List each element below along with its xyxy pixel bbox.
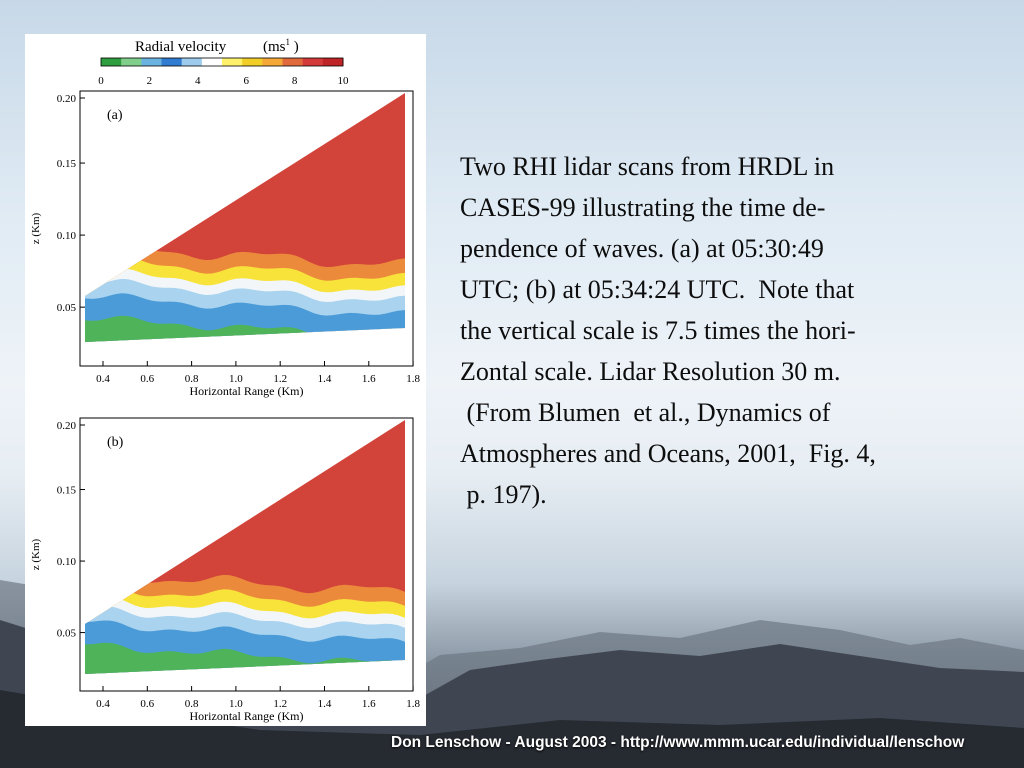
x-axis-label: Horizontal Range (Km) <box>190 384 304 398</box>
caption-text: Two RHI lidar scans from HRDL in CASES-9… <box>460 146 1016 515</box>
x-tick-label: 1.8 <box>406 698 420 710</box>
colorbar-title: Radial velocity <box>135 39 227 55</box>
colorbar-cell <box>322 58 344 66</box>
colorbar-cell <box>302 58 324 66</box>
caption-line: pendence of waves. (a) at 05:30:49 <box>460 234 824 263</box>
caption-line: Zontal scale. Lidar Resolution 30 m. <box>460 357 841 386</box>
x-tick-label: 1.4 <box>318 698 332 710</box>
panel-frame <box>79 417 414 692</box>
y-tick-label: 0.10 <box>57 556 77 568</box>
colorbar-scale <box>100 57 344 67</box>
colorbar-tick-label: 2 <box>147 75 153 87</box>
x-tick-label: 0.6 <box>140 698 154 710</box>
x-tick-label: 0.8 <box>185 698 199 710</box>
lidar-figure: Radial velocity (ms1 ) 0 2 4 6 8 10 0.20 0.15 0… <box>25 34 426 726</box>
colorbar-tick-label: 10 <box>338 75 350 87</box>
x-tick-label: 1.0 <box>229 373 243 385</box>
panel-label: (b) <box>107 435 124 450</box>
caption-line: Two RHI lidar scans from HRDL in <box>460 152 835 181</box>
x-tick-label: 1.4 <box>318 373 332 385</box>
colorbar-cell <box>161 58 183 66</box>
colorbar-cell <box>282 58 304 66</box>
x-tick-label: 0.4 <box>96 698 110 710</box>
y-tick-label: 0.15 <box>57 485 77 497</box>
y-tick-label: 0.20 <box>57 93 77 105</box>
x-tick-label: 0.8 <box>185 373 199 385</box>
caption-line: CASES-99 illustrating the time de- <box>460 193 826 222</box>
x-tick-label: 1.6 <box>362 373 376 385</box>
panel-a: 0.20 0.15 0.10 0.05 0.4 0.6 0.8 1.0 1.2 1.4 1.6 1.8… <box>30 90 420 398</box>
velocity-field <box>85 93 405 342</box>
x-tick-label: 0.6 <box>140 373 154 385</box>
footer-credit: Don Lenschow - August 2003 - http://www.… <box>391 734 965 751</box>
y-axis-label: z (Km) <box>30 212 42 244</box>
colorbar-tick-labels: 0 2 4 6 8 10 <box>98 75 349 87</box>
caption-line: the vertical scale is 7.5 times the hori… <box>460 316 856 345</box>
colorbar-cell <box>121 58 142 66</box>
x-axis-label: Horizontal Range (Km) <box>190 709 304 723</box>
colorbar-cell <box>101 58 122 66</box>
colorbar-frame <box>100 57 344 67</box>
panel-label: (a) <box>107 108 123 123</box>
colorbar-cell <box>262 58 283 66</box>
caption-line: p. 197). <box>460 480 547 509</box>
y-tick-label: 0.20 <box>57 420 77 432</box>
x-tick-label: 1.8 <box>406 373 420 385</box>
y-tick-label: 0.15 <box>57 158 77 170</box>
panel-frame <box>79 90 414 367</box>
y-tick-label: 0.05 <box>57 302 77 314</box>
colorbar-tick-label: 6 <box>243 75 249 87</box>
colorbar-tick-label: 8 <box>292 75 298 87</box>
caption-line: UTC; (b) at 05:34:24 UTC. Note that <box>460 275 855 304</box>
colorbar-cell <box>181 58 203 66</box>
x-tick-label: 1.0 <box>229 698 243 710</box>
x-tick-label: 1.2 <box>273 698 287 710</box>
colorbar-cell <box>201 58 223 66</box>
x-tick-label: 0.4 <box>96 373 110 385</box>
y-tick-label: 0.10 <box>57 230 77 242</box>
caption-line: Atmospheres and Oceans, 2001, Fig. 4, <box>460 439 876 468</box>
x-tick-label: 1.6 <box>362 698 376 710</box>
y-axis-label: z (Km) <box>30 538 42 570</box>
colorbar-cell <box>242 58 263 66</box>
colorbar-unit: (ms1 ) <box>263 37 299 55</box>
velocity-band-green <box>85 315 405 342</box>
x-tick-label: 1.2 <box>273 373 287 385</box>
colorbar-cell <box>222 58 243 66</box>
y-tick-label: 0.05 <box>57 628 77 640</box>
lidar-figure-svg: Radial velocity (ms1 ) 0 2 4 6 8 10 0.200.150… <box>30 37 420 723</box>
colorbar-tick-label: 4 <box>195 75 201 87</box>
velocity-field <box>85 420 405 674</box>
colorbar-cell <box>141 58 162 66</box>
colorbar-tick-label: 0 <box>98 75 104 87</box>
panel-b: 0.20 0.15 0.10 0.05 0.4 0.6 0.8 1.0 1.2 1.4 1.6 1.8… <box>30 417 420 723</box>
caption-line: (From Blumen et al., Dynamics of <box>460 398 831 427</box>
colorbar: Radial velocity (ms1 ) 0 2 4 6 8 10 <box>98 37 349 87</box>
